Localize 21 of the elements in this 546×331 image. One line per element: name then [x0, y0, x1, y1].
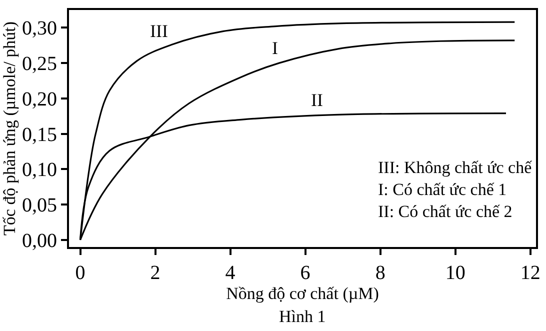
y-tick-label: 0,05 [22, 194, 57, 217]
y-tick-label: 0,20 [22, 88, 57, 110]
y-tick-label: 0,10 [22, 159, 57, 182]
series-label: III [150, 21, 168, 41]
y-tick-label: 0,15 [22, 124, 57, 146]
annotation: III: Không chất ức chế I: Có chất ức chế 1 II: Có chất ức chế 2 [378, 158, 532, 222]
x-axis-title: Nồng độ cơ chất (µM) [226, 284, 379, 303]
x-tick-label: 4 [225, 262, 236, 284]
series-label: II [311, 90, 323, 110]
text: Hình 1 [279, 307, 326, 326]
y-tick-label: 0,30 [22, 18, 57, 40]
y-tick-label: 0,00 [22, 230, 57, 252]
x-tick-label: 12 [520, 262, 540, 284]
y-axis-title: Tốc độ phản ứng (µmole/ phút) [0, 22, 19, 236]
y-tick-label: 0,25 [22, 53, 57, 76]
series-label: I [272, 38, 278, 58]
x-tick-label: 8 [375, 262, 386, 284]
x-tick-label: 6 [300, 262, 310, 284]
x-tick-label: 2 [150, 262, 160, 284]
x-tick-label: 10 [445, 262, 466, 284]
x-tick-label: 0 [75, 262, 86, 284]
